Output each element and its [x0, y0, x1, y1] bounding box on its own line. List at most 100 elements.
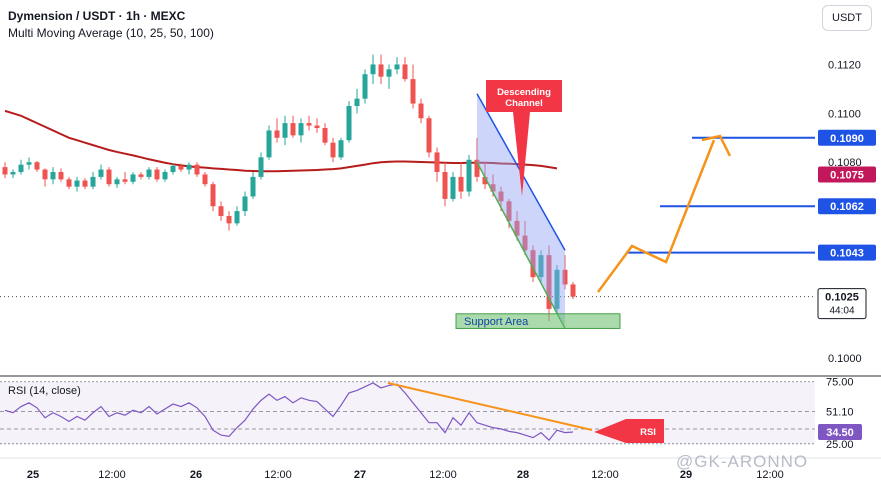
candle-up[interactable]: [250, 176, 256, 197]
candle-down[interactable]: [122, 179, 128, 182]
candle-down[interactable]: [562, 269, 568, 285]
candle-up[interactable]: [10, 172, 16, 175]
candle-up[interactable]: [258, 157, 264, 177]
candle-up[interactable]: [338, 140, 344, 158]
candle-down[interactable]: [34, 162, 40, 170]
candle-up[interactable]: [26, 162, 32, 165]
candle-down[interactable]: [194, 164, 200, 175]
candle-down[interactable]: [306, 123, 312, 126]
candle-down[interactable]: [410, 79, 416, 104]
moving-average-line[interactable]: [4, 109, 558, 173]
candle-up[interactable]: [386, 69, 392, 77]
candle-up[interactable]: [362, 74, 368, 99]
candle-down[interactable]: [434, 152, 440, 172]
candle-up[interactable]: [234, 211, 240, 224]
candle-down[interactable]: [418, 103, 424, 119]
support-area-box[interactable]: [455, 313, 621, 329]
candle-down[interactable]: [274, 130, 280, 138]
candle-down[interactable]: [474, 159, 480, 177]
candle-up[interactable]: [186, 164, 192, 170]
channel-callout-box[interactable]: [486, 80, 562, 196]
price-level-badge[interactable]: [818, 198, 876, 215]
candle-down[interactable]: [58, 172, 64, 180]
candle-up[interactable]: [162, 172, 168, 180]
candle-up[interactable]: [74, 180, 80, 187]
candle-down[interactable]: [178, 165, 184, 170]
channel-lower-line[interactable]: [476, 161, 566, 329]
rsi-divergence-line[interactable]: [387, 382, 593, 431]
candle-down[interactable]: [330, 142, 336, 158]
rsi-line[interactable]: [4, 382, 574, 441]
price-axis-bg[interactable]: [815, 0, 881, 488]
candle-up[interactable]: [98, 169, 104, 177]
candle-down[interactable]: [482, 176, 488, 185]
candle-down[interactable]: [66, 179, 72, 187]
candle-down[interactable]: [378, 64, 384, 77]
candle-down[interactable]: [546, 255, 552, 309]
rsi-callout-text: RSI: [640, 427, 656, 438]
price-level-badge[interactable]: [818, 244, 876, 261]
candle-up[interactable]: [554, 269, 560, 309]
price-tick-label: 0.1000: [828, 353, 862, 365]
time-tick-label: 12:00: [98, 469, 126, 481]
current-price-badge[interactable]: [817, 288, 867, 320]
candle-down[interactable]: [522, 235, 528, 251]
candle-down[interactable]: [226, 216, 232, 224]
candle-down[interactable]: [218, 206, 224, 216]
candle-down[interactable]: [290, 123, 296, 136]
candle-up[interactable]: [450, 176, 456, 199]
candle-up[interactable]: [538, 255, 544, 278]
candle-up[interactable]: [114, 179, 120, 185]
rsi-callout-box[interactable]: [594, 419, 664, 443]
projection-arrowhead[interactable]: [701, 134, 732, 157]
candle-down[interactable]: [202, 174, 208, 185]
candle-up[interactable]: [50, 172, 56, 180]
candle-down[interactable]: [514, 220, 520, 236]
candle-down[interactable]: [322, 128, 328, 143]
candle-up[interactable]: [18, 164, 24, 172]
candle-down[interactable]: [210, 184, 216, 207]
indicator-label[interactable]: Multi Moving Average (10, 25, 50, 100): [8, 26, 214, 40]
candle-down[interactable]: [138, 174, 144, 177]
candle-up[interactable]: [266, 130, 272, 158]
candle-down[interactable]: [506, 201, 512, 221]
currency-button[interactable]: USDT: [822, 5, 872, 31]
price-level-badge[interactable]: [818, 166, 876, 183]
candle-down[interactable]: [106, 169, 112, 185]
candle-down[interactable]: [490, 184, 496, 192]
candle-down[interactable]: [426, 118, 432, 153]
candle-up[interactable]: [242, 196, 248, 212]
descending-channel-fill[interactable]: [477, 93, 565, 329]
price-level-value: 0.1090: [830, 133, 864, 145]
symbol-title[interactable]: Dymension / USDT · 1h · MEXC: [8, 9, 186, 23]
candle-down[interactable]: [530, 250, 536, 278]
candle-up[interactable]: [170, 165, 176, 172]
candle-down[interactable]: [42, 169, 48, 180]
candle-up[interactable]: [370, 64, 376, 75]
candle-down[interactable]: [570, 284, 576, 297]
rsi-indicator-label[interactable]: RSI (14, close): [8, 385, 81, 397]
candle-down[interactable]: [82, 180, 88, 187]
candle-down[interactable]: [458, 176, 464, 192]
candle-down[interactable]: [402, 64, 408, 80]
candle-up[interactable]: [354, 98, 360, 106]
candle-down[interactable]: [2, 167, 8, 175]
candle-up[interactable]: [90, 176, 96, 187]
candle-up[interactable]: [298, 123, 304, 136]
time-tick-label: 12:00: [264, 469, 292, 481]
projection-path[interactable]: [596, 139, 716, 293]
candle-up[interactable]: [394, 64, 400, 70]
candle-up[interactable]: [146, 169, 152, 177]
rsi-current-badge[interactable]: [818, 424, 862, 440]
candle-up[interactable]: [346, 106, 352, 141]
candle-up[interactable]: [466, 159, 472, 192]
candle-down[interactable]: [442, 172, 448, 199]
candle-down[interactable]: [314, 125, 320, 128]
price-level-badge[interactable]: [818, 129, 876, 146]
candle-down[interactable]: [498, 191, 504, 202]
rsi-current-value: 34.50: [826, 427, 854, 439]
candle-down[interactable]: [154, 169, 160, 180]
candle-up[interactable]: [130, 174, 136, 182]
candle-up[interactable]: [282, 123, 288, 138]
